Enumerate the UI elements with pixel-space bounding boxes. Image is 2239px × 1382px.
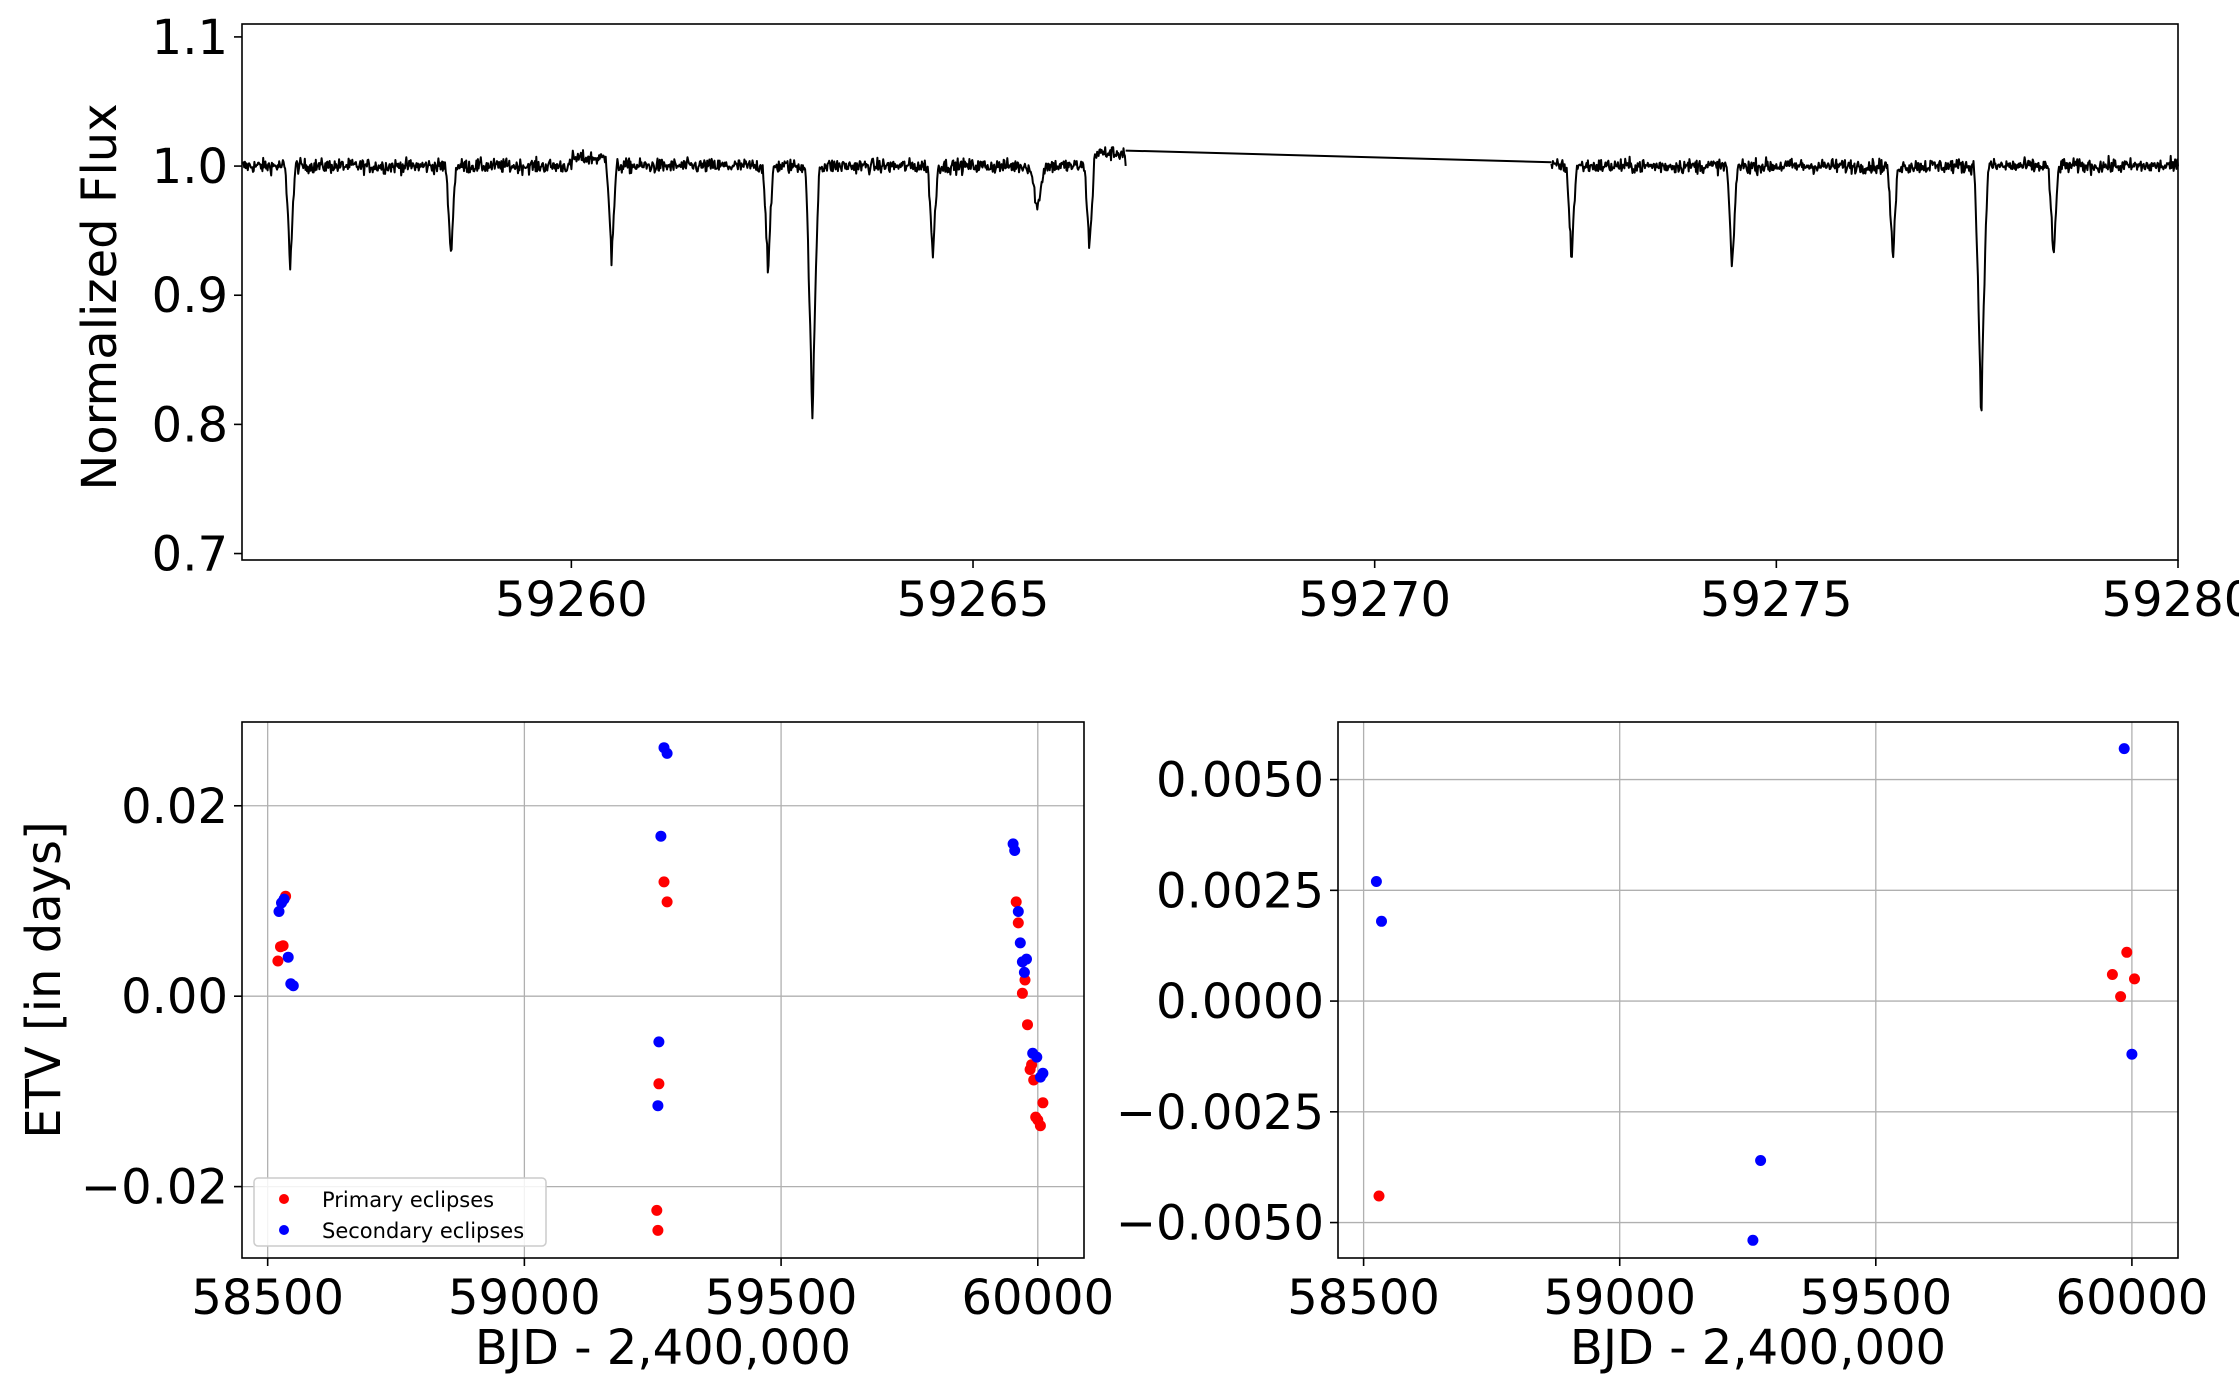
primary-eclipse-point: [1022, 1019, 1033, 1031]
primary-eclipse-point: [1010, 896, 1022, 908]
primary-eclipse-point: [658, 876, 670, 888]
secondary-eclipse-point: [1021, 953, 1032, 965]
y-tick-label: 1.0: [152, 139, 228, 195]
y-tick-label: 0.8: [152, 397, 228, 453]
y-tick-label: 0.02: [121, 779, 228, 835]
etv-right-axes-frame: [1337, 721, 2179, 1259]
y-tick-label: −0.02: [81, 1160, 228, 1216]
primary-eclipse-point: [651, 1204, 663, 1216]
x-tick-label: 59265: [897, 572, 1050, 628]
secondary-eclipse-point: [1755, 1155, 1767, 1166]
primary-eclipse-point: [1034, 1120, 1046, 1132]
secondary-eclipse-point: [2126, 1048, 2138, 1060]
legend-label-secondary: Secondary eclipses: [322, 1219, 524, 1243]
legend-marker-secondary: [279, 1225, 289, 1235]
secondary-eclipse-point: [273, 906, 285, 917]
secondary-eclipse-point: [661, 747, 673, 759]
x-tick-label: 59275: [1700, 572, 1853, 628]
legend-marker-primary: [279, 1194, 289, 1204]
etv-left-axes-frame: [241, 721, 1085, 1259]
secondary-eclipse-point: [1370, 876, 1382, 887]
flux-series-line: [241, 146, 2179, 420]
secondary-eclipse-point: [655, 830, 667, 842]
x-tick-label: 60000: [2056, 1270, 2209, 1326]
etv-left-x-axis-label: BJD - 2,400,000: [475, 1320, 851, 1376]
y-tick-label: 1.1: [152, 10, 228, 66]
primary-eclipse-point: [653, 1078, 665, 1090]
secondary-eclipse-point: [1037, 1067, 1049, 1079]
x-tick-label: 59000: [448, 1270, 601, 1326]
etv-right-x-axis-label: BJD - 2,400,000: [1570, 1320, 1946, 1376]
primary-eclipse-point: [2121, 946, 2133, 958]
primary-eclipse-point: [1037, 1097, 1049, 1109]
x-tick-label: 59000: [1543, 1270, 1696, 1326]
primary-eclipse-point: [652, 1224, 664, 1236]
secondary-eclipse-point: [1014, 937, 1026, 949]
primary-eclipse-point: [1012, 917, 1024, 929]
y-tick-label: 0.9: [152, 268, 228, 324]
primary-eclipse-point: [2106, 969, 2118, 980]
primary-eclipse-point: [2115, 991, 2127, 1003]
primary-eclipse-point: [1016, 987, 1028, 999]
y-tick-label: 0.0025: [1156, 863, 1324, 919]
y-tick-label: 0.0000: [1156, 974, 1324, 1030]
etv-left-panel: 58500 59000 59500 60000 −0.02 0.00 0.02 BJD - …: [16, 721, 1114, 1376]
x-tick-label: 59260: [495, 572, 648, 628]
y-tick-label: 0.7: [152, 527, 228, 583]
x-tick-label: 59270: [1298, 572, 1451, 628]
secondary-eclipse-point: [1376, 915, 1387, 927]
etv-y-axis-label: ETV [in days]: [16, 821, 72, 1139]
primary-eclipse-point: [661, 896, 673, 908]
secondary-eclipse-point: [1012, 906, 1024, 917]
x-tick-label: 58500: [191, 1270, 344, 1326]
x-tick-label: 60000: [961, 1270, 1114, 1326]
flux-gap-line: [1125, 149, 1552, 164]
x-tick-label: 58500: [1287, 1270, 1440, 1326]
etv-right-panel: 58500 59000 59500 60000 −0.0050 −0.0025 0.0000…: [1116, 721, 2209, 1376]
secondary-eclipse-point: [287, 980, 299, 992]
primary-eclipse-point: [1373, 1190, 1385, 1202]
secondary-eclipse-point: [1018, 966, 1030, 978]
secondary-eclipse-point: [1031, 1051, 1043, 1063]
primary-eclipse-point: [2129, 973, 2140, 985]
x-tick-label: 59500: [705, 1270, 858, 1326]
y-tick-label: −0.0050: [1116, 1196, 1324, 1252]
y-tick-label: −0.0025: [1116, 1085, 1324, 1141]
lightcurve-y-axis-label: Normalized Flux: [72, 103, 128, 490]
x-tick-label: 59500: [1799, 1270, 1952, 1326]
secondary-eclipse-point: [282, 951, 294, 963]
secondary-eclipse-point: [1747, 1234, 1759, 1246]
legend: Primary eclipses Secondary eclipses: [253, 1177, 547, 1247]
secondary-eclipse-point: [1009, 845, 1021, 856]
secondary-eclipse-point: [653, 1036, 665, 1048]
primary-eclipse-point: [272, 955, 284, 967]
y-tick-label: 0.00: [121, 969, 228, 1025]
secondary-eclipse-point: [278, 893, 290, 905]
secondary-eclipse-point: [652, 1100, 664, 1112]
legend-box: [253, 1177, 547, 1247]
y-tick-label: 0.0050: [1156, 753, 1324, 809]
lightcurve-axes-frame: [241, 23, 2179, 561]
legend-label-primary: Primary eclipses: [322, 1188, 494, 1212]
secondary-eclipse-point: [2118, 743, 2130, 755]
primary-eclipse-point: [277, 940, 289, 952]
